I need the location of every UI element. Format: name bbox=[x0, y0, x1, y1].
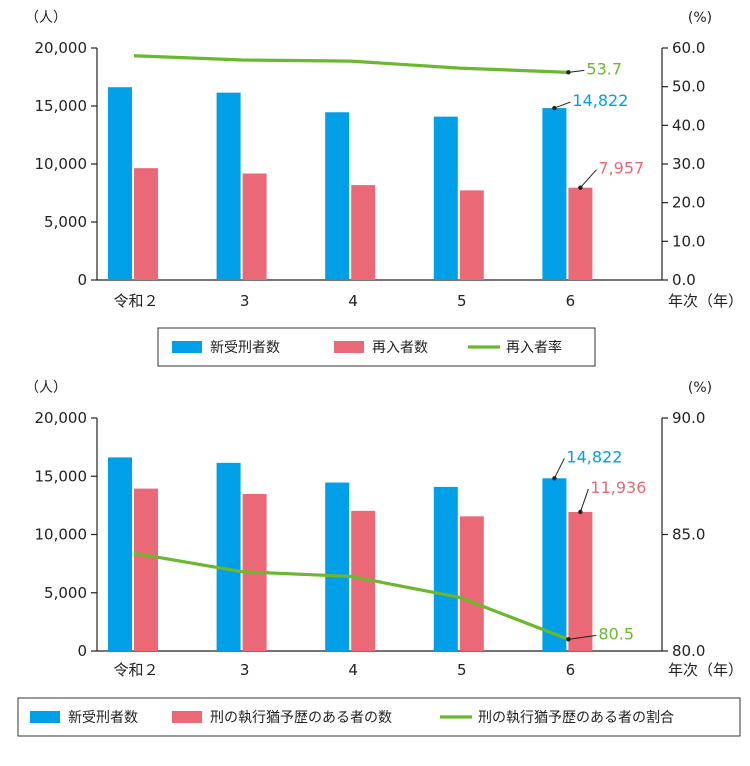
bar-subset bbox=[459, 190, 484, 280]
legend-swatch bbox=[30, 711, 60, 723]
line-series-rate bbox=[133, 54, 569, 74]
bar-subset bbox=[134, 168, 158, 280]
legend-label: 新受刑者数 bbox=[210, 340, 280, 356]
y-axis-unit-left: （人） bbox=[25, 10, 67, 26]
x-tick-label: 令和２ bbox=[113, 292, 158, 310]
y-tick-label-right: 0.0 bbox=[672, 271, 696, 289]
bar-new-inmates bbox=[433, 116, 458, 280]
bar-subset bbox=[568, 187, 593, 280]
label-leader-line bbox=[579, 488, 589, 513]
x-tick-label: 4 bbox=[348, 292, 358, 310]
bar-new-inmates bbox=[542, 108, 567, 281]
label-leader-line bbox=[568, 69, 585, 73]
y-tick-label-left: 5,000 bbox=[44, 584, 87, 602]
x-axis-label: 年次（年） bbox=[668, 292, 743, 310]
data-label: 14,822 bbox=[572, 91, 628, 110]
label-anchor-dot bbox=[578, 509, 583, 515]
y-tick-label-left: 10,000 bbox=[35, 526, 88, 544]
y-axis-unit-right: (%) bbox=[688, 10, 712, 26]
y-tick-label-right: 10.0 bbox=[672, 232, 705, 250]
y-tick-label-right: 40.0 bbox=[672, 116, 705, 134]
label-anchor-dot bbox=[578, 185, 583, 190]
y-tick-label-right: 30.0 bbox=[672, 155, 705, 173]
chart-suspended-sentence-history: 0 5,000 10,000 15,000 20,000 80.0 85.0 90.0 （人） (… bbox=[17, 380, 743, 737]
x-tick-label: 4 bbox=[348, 661, 358, 679]
label-anchor-dot bbox=[552, 476, 557, 481]
bar-new-inmates bbox=[325, 112, 350, 280]
bar-subset bbox=[134, 488, 158, 651]
bar-new-inmates bbox=[325, 482, 350, 651]
y-tick-label-left: 0 bbox=[77, 642, 87, 660]
data-label: 14,822 bbox=[566, 447, 622, 466]
label-leader-line bbox=[580, 169, 597, 189]
bar-subset bbox=[351, 185, 376, 280]
data-label: 80.5 bbox=[598, 624, 634, 643]
y-tick-label-right: 20.0 bbox=[672, 194, 705, 212]
y-tick-label-right: 50.0 bbox=[672, 78, 705, 96]
x-tick-label: 5 bbox=[457, 292, 467, 310]
y-axis-unit-right: (%) bbox=[688, 380, 712, 396]
x-tick-label: 6 bbox=[566, 292, 576, 310]
x-axis-label: 年次（年） bbox=[668, 661, 743, 679]
y-tick-label-left: 20,000 bbox=[35, 39, 88, 57]
bar-new-inmates bbox=[216, 92, 241, 280]
label-anchor-dot bbox=[552, 105, 557, 111]
data-label: 53.7 bbox=[586, 59, 622, 78]
line-series-rate bbox=[133, 551, 569, 641]
x-tick-label: 5 bbox=[457, 661, 467, 679]
label-anchor-dot bbox=[566, 70, 571, 75]
y-tick-label-right: 60.0 bbox=[672, 39, 705, 57]
data-label: 7,957 bbox=[598, 159, 644, 178]
data-label: 11,936 bbox=[590, 478, 646, 497]
legend-label: 再入者数 bbox=[372, 340, 428, 356]
bar-new-inmates bbox=[108, 87, 132, 280]
bar-new-inmates bbox=[433, 486, 458, 651]
legend-swatch bbox=[172, 341, 202, 353]
x-tick-label: 3 bbox=[240, 292, 250, 310]
y-tick-label-left: 20,000 bbox=[35, 409, 88, 427]
bar-subset bbox=[568, 511, 593, 651]
label-leader-line bbox=[553, 458, 565, 479]
y-tick-label-left: 0 bbox=[77, 271, 87, 289]
legend-swatch bbox=[172, 711, 202, 723]
label-leader-line bbox=[568, 634, 597, 640]
x-tick-label: 3 bbox=[240, 661, 250, 679]
x-tick-label: 令和２ bbox=[113, 661, 158, 679]
legend-label: 新受刑者数 bbox=[68, 710, 138, 726]
bar-new-inmates bbox=[216, 462, 241, 651]
legend-box bbox=[157, 327, 596, 367]
bar-new-inmates bbox=[108, 457, 132, 651]
y-axis-unit-left: （人） bbox=[25, 380, 67, 396]
y-tick-label-right: 85.0 bbox=[672, 526, 705, 544]
bar-new-inmates bbox=[542, 478, 567, 651]
legend-swatch bbox=[334, 341, 364, 353]
legend-box bbox=[17, 697, 741, 737]
bar-subset bbox=[242, 173, 267, 280]
y-tick-label-right: 90.0 bbox=[672, 409, 705, 427]
x-tick-label: 6 bbox=[566, 661, 576, 679]
y-tick-label-left: 15,000 bbox=[35, 467, 88, 485]
y-tick-label-left: 10,000 bbox=[35, 155, 88, 173]
legend-label: 再入者率 bbox=[506, 339, 562, 356]
legend-label: 刑の執行猶予歴のある者の割合 bbox=[478, 709, 674, 726]
y-tick-label-left: 5,000 bbox=[44, 213, 87, 231]
bar-subset bbox=[459, 516, 484, 651]
y-tick-label-left: 15,000 bbox=[35, 97, 88, 115]
chart-recidivism-rate: 0 5,000 10,000 15,000 20,000 0.0 10.0 20.0 30.0 4… bbox=[25, 10, 743, 367]
y-tick-label-right: 80.0 bbox=[672, 642, 705, 660]
label-leader-line bbox=[554, 101, 571, 109]
legend-label: 刑の執行猶予歴のある者の数 bbox=[210, 710, 392, 726]
label-anchor-dot bbox=[566, 637, 571, 642]
